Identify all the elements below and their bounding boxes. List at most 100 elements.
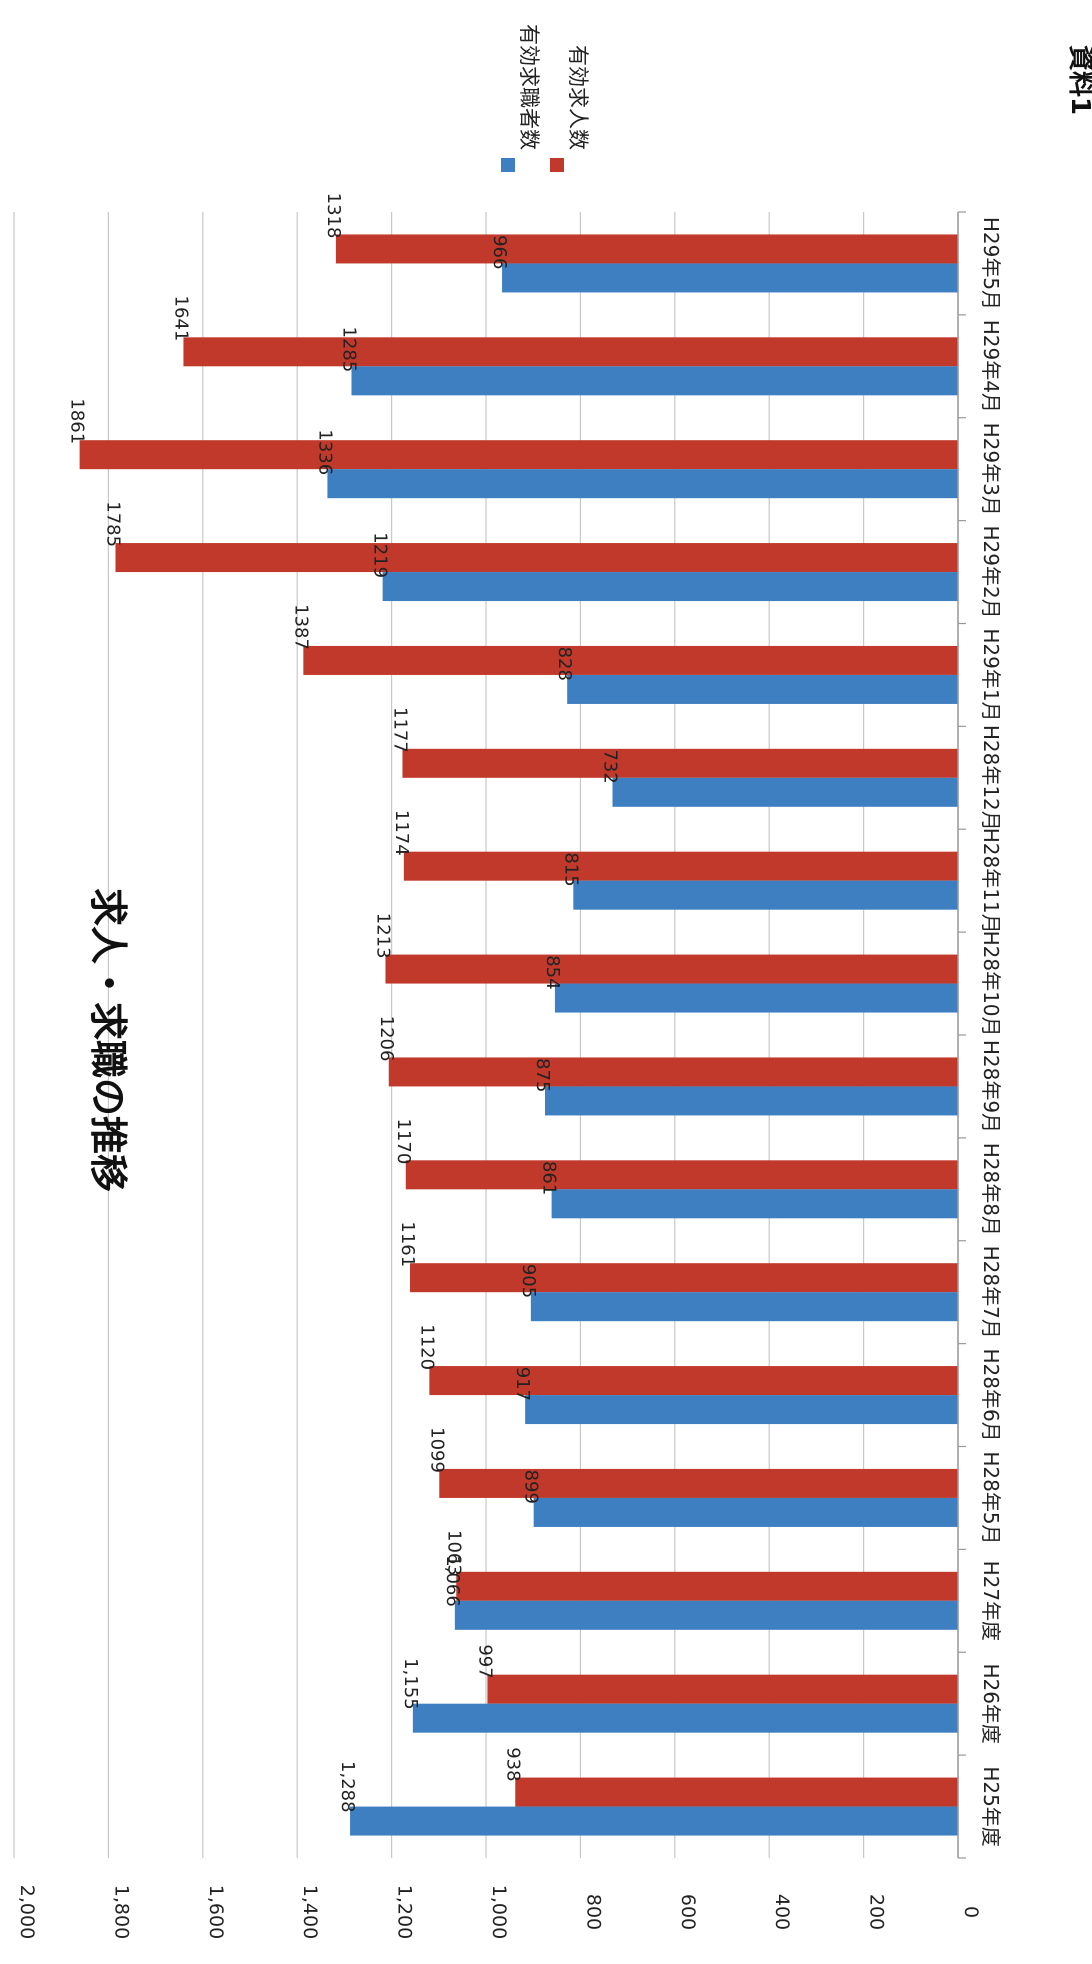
- bar-job-openings: [410, 1263, 958, 1293]
- data-label-job-openings: 1206: [376, 1016, 397, 1062]
- data-label-job-openings: 1170: [393, 1119, 414, 1165]
- bar-jobseekers: [412, 1703, 959, 1733]
- bar-job-openings: [115, 543, 959, 573]
- bar-job-openings: [515, 1777, 958, 1807]
- bar-jobseekers: [530, 1292, 958, 1322]
- data-label-job-openings: 1861: [67, 398, 88, 444]
- data-label-jobseekers: 1336: [314, 429, 335, 475]
- bar-job-openings: [335, 234, 958, 264]
- data-label-jobseekers: 854: [542, 955, 563, 989]
- legend-swatch-job-openings: [550, 158, 564, 172]
- bar-job-openings: [403, 851, 958, 881]
- category-label: H29年5月: [979, 217, 1003, 310]
- data-label-job-openings: 938: [502, 1747, 523, 1781]
- tick-label: 600: [677, 1894, 699, 1930]
- data-label-job-openings: 1318: [323, 193, 344, 239]
- data-label-jobseekers: 828: [554, 647, 575, 681]
- data-label-jobseekers: 875: [532, 1058, 553, 1092]
- bar-jobseekers: [573, 880, 958, 910]
- data-label-jobseekers: 917: [512, 1367, 533, 1401]
- data-label-job-openings: 1213: [372, 913, 393, 959]
- bars: [79, 234, 959, 1836]
- category-label: H29年4月: [979, 320, 1003, 413]
- bar-jobseekers: [327, 469, 959, 499]
- category-label: H28年6月: [979, 1348, 1003, 1441]
- bar-job-openings: [385, 954, 958, 984]
- category-label: H28年5月: [979, 1451, 1003, 1544]
- tick-label: 1,000: [488, 1885, 510, 1939]
- legend-label-jobseekers: 有効求職者数: [517, 24, 541, 150]
- data-label-job-openings: 1099: [426, 1427, 447, 1473]
- bar-jobseekers: [551, 1189, 958, 1219]
- bar-job-openings: [456, 1571, 958, 1601]
- data-label-jobseekers: 1,066: [442, 1555, 463, 1607]
- data-label-jobseekers: 1,288: [337, 1761, 358, 1813]
- chart-title: 求人・求職の推移: [86, 888, 130, 1192]
- category-label: H25年度: [979, 1766, 1003, 1847]
- data-label-job-openings: 1161: [397, 1221, 418, 1267]
- data-label-jobseekers: 732: [599, 749, 620, 783]
- data-label-jobseekers: 1285: [338, 327, 359, 373]
- tick-label: 2,000: [16, 1885, 38, 1939]
- data-label-jobseekers: 861: [539, 1161, 560, 1195]
- bar-job-openings: [439, 1468, 959, 1498]
- category-label: H28年9月: [979, 1040, 1003, 1133]
- data-label-jobseekers: 1219: [370, 532, 391, 578]
- bar-jobseekers: [382, 572, 959, 602]
- data-label-job-openings: 1063: [443, 1530, 464, 1576]
- data-label-job-openings: 1120: [416, 1324, 437, 1370]
- category-label: H29年1月: [979, 628, 1003, 721]
- tick-label: 400: [771, 1894, 793, 1930]
- bar-job-openings: [405, 1160, 958, 1190]
- category-label: H28年7月: [979, 1246, 1003, 1339]
- bar-jobseekers: [525, 1395, 958, 1425]
- bar-jobseekers: [554, 983, 958, 1013]
- bar-job-openings: [79, 440, 958, 470]
- bar-jobseekers: [567, 674, 958, 704]
- category-label: H29年2月: [979, 525, 1003, 618]
- category-label: H27年度: [979, 1561, 1003, 1642]
- legend-item-jobseekers: 有効求職者数: [501, 24, 541, 172]
- data-label-job-openings: 1641: [170, 296, 191, 342]
- data-label-jobseekers: 905: [518, 1264, 539, 1298]
- bar-jobseekers: [533, 1497, 958, 1527]
- tick-label: 800: [582, 1894, 604, 1930]
- data-label-jobseekers: 966: [489, 235, 510, 269]
- data-label-job-openings: 1177: [389, 707, 410, 753]
- legend-item-job-openings: 有効求人数: [550, 45, 590, 172]
- legend-label-job-openings: 有効求人数: [566, 45, 590, 150]
- bar-jobseekers: [502, 263, 958, 293]
- bar-job-openings: [303, 645, 958, 675]
- category-label: H28年8月: [979, 1143, 1003, 1236]
- tick-label: 1,400: [299, 1885, 321, 1939]
- bar-jobseekers: [350, 1806, 959, 1836]
- legend: 有効求職者数 有効求人数: [501, 24, 590, 172]
- bar-job-openings: [402, 748, 958, 778]
- category-label: H28年11月: [979, 828, 1003, 934]
- category-labels: H25年度 H26年度 H27年度 H28年5月 H28年6月 H28年7月 H28年8月 H…: [979, 217, 1003, 1847]
- value-axis-ticks: 0 200 400 600 800 1,000 1,200 1,400 1,600 1,800 2,…: [16, 1885, 982, 1939]
- bar-job-openings: [388, 1057, 958, 1087]
- data-label-jobseekers: 899: [521, 1470, 542, 1504]
- data-label-jobseekers: 1,155: [400, 1658, 421, 1710]
- bar-jobseekers: [612, 777, 958, 807]
- bar-job-openings: [429, 1366, 958, 1396]
- category-label: H29年3月: [979, 423, 1003, 516]
- bar-job-openings: [183, 337, 958, 367]
- tick-label: 1,200: [394, 1885, 416, 1939]
- tick-label: 0: [960, 1906, 982, 1918]
- document-label: 資料1: [1065, 45, 1092, 115]
- data-label-job-openings: 1387: [290, 604, 311, 650]
- bar-jobseekers: [454, 1600, 958, 1630]
- category-label: H28年10月: [979, 931, 1003, 1037]
- tick-label: 200: [866, 1894, 888, 1930]
- bar-job-openings: [487, 1674, 958, 1704]
- data-label-job-openings: 1174: [391, 810, 412, 856]
- category-label: H28年12月: [979, 725, 1003, 831]
- data-label-jobseekers: 815: [560, 852, 581, 886]
- tick-label: 1,600: [205, 1885, 227, 1939]
- data-label-job-openings: 1785: [102, 501, 123, 547]
- bar-jobseekers: [545, 1086, 958, 1116]
